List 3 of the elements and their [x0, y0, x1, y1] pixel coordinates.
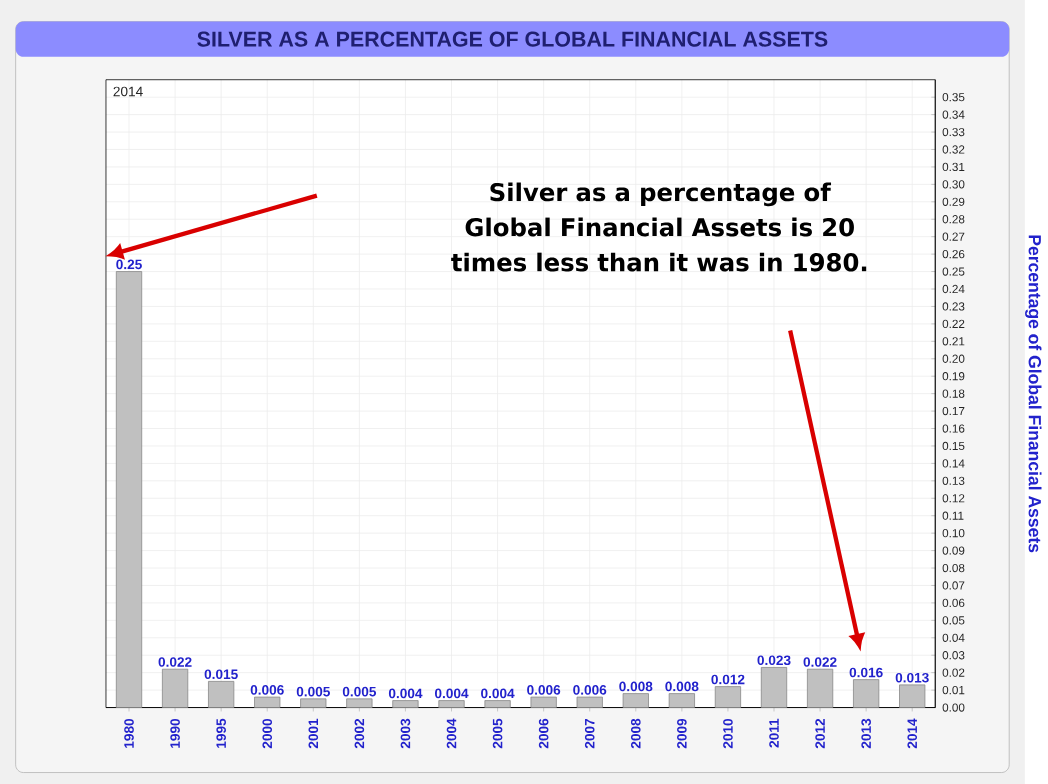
y-axis-title: Percentage of Global Financial Assets: [1025, 235, 1042, 553]
chart-title: SILVER AS A PERCENTAGE OF GLOBAL FINANCIAL ASSETS: [197, 31, 828, 47]
annotation: Silver as a percentage of Global Financial Assets is 20 times less than it was in 1980.: [451, 182, 867, 272]
